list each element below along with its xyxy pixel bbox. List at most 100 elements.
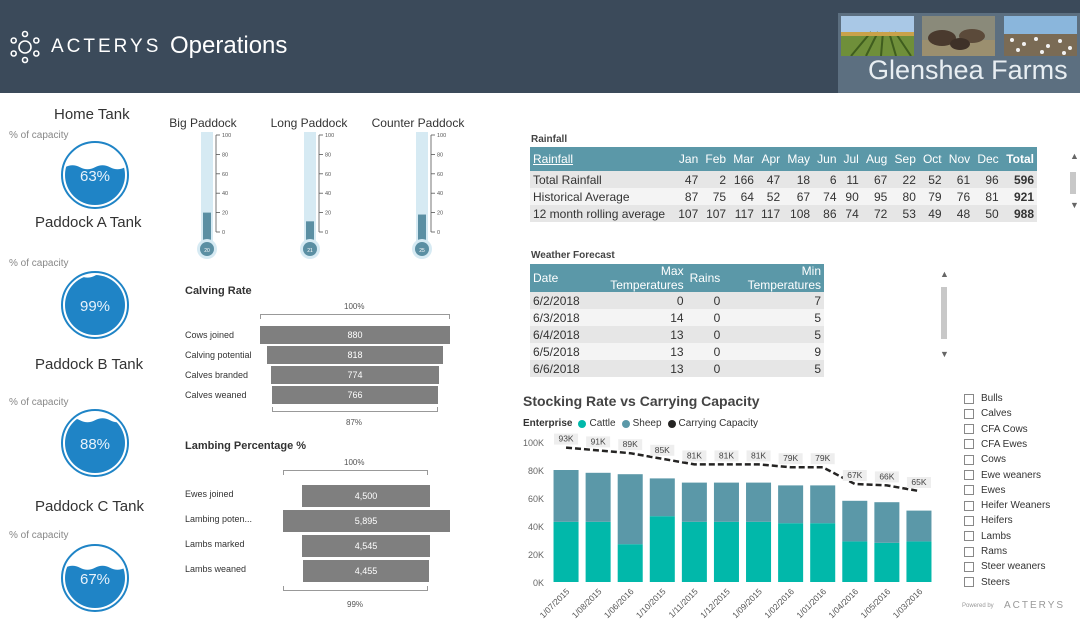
forecast-scrollbar[interactable] [941,287,947,339]
checkbox[interactable] [964,531,974,542]
thermometer-tick-label: 40 [325,191,331,197]
checkbox[interactable] [964,485,974,496]
table-cell: 48 [944,205,974,222]
forecast-column-header[interactable]: Max Temperatures [582,264,687,292]
slicer-item[interactable]: Ewes [964,485,1005,496]
cattle-image [922,16,995,56]
slicer-label: Steers [981,576,1010,588]
checkbox[interactable] [964,546,974,557]
checkbox[interactable] [964,454,974,465]
funnel-label: Calves weaned [185,390,247,400]
footer-brand: ACTERYS [1004,600,1065,611]
table-cell: 81 [973,188,1002,205]
scroll-up-icon[interactable]: ▲ [1070,151,1079,161]
checkbox[interactable] [964,500,974,511]
rainfall-scrollbar[interactable] [1070,172,1076,194]
bar-sheep [617,474,643,545]
rainfall-column-header[interactable]: Aug [861,147,891,171]
funnel-bar[interactable]: 4,500 [302,485,430,507]
funnel-bar[interactable]: 4,545 [301,535,431,557]
legend-item[interactable]: Cattle [578,418,616,429]
thermometer-tick-label: 20 [437,211,443,217]
table-cell: 108 [783,205,814,222]
chart-legend: Enterprise Cattle Sheep Carrying Capacity [523,418,758,429]
data-label: 81K [687,450,702,460]
rainfall-sort-header[interactable]: Rainfall [530,147,675,171]
thermometer-tick-label: 60 [437,172,443,178]
slicer-item[interactable]: CFA Ewes [964,439,1027,450]
checkbox[interactable] [964,577,974,588]
slicer-label: Lambs [981,530,1012,542]
forecast-column-header[interactable]: Date [530,264,583,292]
slicer-item[interactable]: Steers [964,577,1010,588]
rainfall-column-header[interactable]: Dec [973,147,1002,171]
checkbox[interactable] [964,515,974,526]
table-cell: Historical Average [530,188,675,205]
legend-label: Sheep [632,418,662,429]
slicer-item[interactable]: Lambs [964,531,1011,542]
funnel-label: Lambing poten... [185,514,253,524]
slicer-item[interactable]: Bulls [964,393,1003,404]
funnel-bar[interactable]: 766 [272,386,438,404]
tank-value: 99% [80,298,110,315]
rainfall-column-header[interactable]: Jan [674,147,702,171]
funnel-label: Ewes joined [185,489,234,499]
funnel-bar[interactable]: 818 [266,346,444,364]
checkbox[interactable] [964,408,974,419]
checkbox[interactable] [964,439,974,450]
rainfall-column-header[interactable]: Sep [890,147,919,171]
slicer-item[interactable]: Rams [964,546,1007,557]
table-cell: 596 [1001,171,1037,188]
checkbox[interactable] [964,393,974,404]
forecast-column-header[interactable]: Min Temperatures [723,264,824,292]
slicer-item[interactable]: Steer weaners [964,561,1045,572]
table-row: 6/6/2018 13 0 5 [530,360,824,377]
rainfall-column-header[interactable]: Oct [918,147,945,171]
legend-item[interactable]: Carrying Capacity [667,418,758,429]
lambing-bottom-pct: 99% [347,600,364,609]
table-cell: 67 [861,171,891,188]
rainfall-column-header[interactable]: Jul [839,147,862,171]
rainfall-table: Rainfall Jan Feb Mar Apr May Jun Jul Aug Sep Oct No… [530,147,1037,222]
slicer-item[interactable]: Ewe weaners [964,470,1041,481]
forecast-column-header[interactable]: Rains [686,264,724,292]
x-tick-label: 1/08/2015 [570,586,604,620]
gauge-label: Counter Paddock [371,116,465,130]
rainfall-column-header[interactable]: Nov [944,147,974,171]
table-cell: 49 [918,205,945,222]
checkbox[interactable] [964,424,974,435]
funnel-bar[interactable]: 774 [271,366,439,384]
funnel-bar[interactable]: 5,895 [282,510,450,532]
rainfall-column-header[interactable]: Apr [756,147,784,171]
rainfall-column-header[interactable]: May [783,147,814,171]
scroll-up-icon[interactable]: ▲ [940,269,949,279]
thermometer-tick-label: 100 [437,133,446,139]
rainfall-column-header[interactable]: Feb [701,147,730,171]
rainfall-title: Rainfall [531,134,568,145]
x-tick-label: 1/07/2015 [538,586,572,620]
legend-item[interactable]: Sheep [621,418,662,429]
slicer-item[interactable]: Heifers [964,515,1013,526]
checkbox[interactable] [964,561,974,572]
slicer-item[interactable]: Cows [964,454,1006,465]
table-cell: 107 [701,205,730,222]
rainfall-column-header[interactable]: Mar [729,147,757,171]
funnel-bar[interactable]: 4,455 [302,560,430,582]
bar-sheep [778,485,804,524]
scroll-down-icon[interactable]: ▼ [940,349,949,359]
thermometer-tick-label: 40 [437,191,443,197]
rainfall-column-header[interactable]: Jun [813,147,840,171]
thermometer-tick-label: 20 [325,211,331,217]
table-cell: 53 [890,205,919,222]
slicer-item[interactable]: Heifer Weaners [964,500,1050,511]
rainfall-column-header[interactable]: Total [1001,147,1037,171]
y-tick-label: 60K [528,494,544,504]
table-cell: 5 [723,360,824,377]
checkbox[interactable] [964,470,974,480]
slicer-item[interactable]: Calves [964,408,1012,419]
slicer-item[interactable]: CFA Cows [964,424,1028,435]
bar-sheep [746,482,772,522]
table-cell: 74 [839,205,862,222]
funnel-bar[interactable]: 880 [260,326,450,344]
scroll-down-icon[interactable]: ▼ [1070,200,1079,210]
